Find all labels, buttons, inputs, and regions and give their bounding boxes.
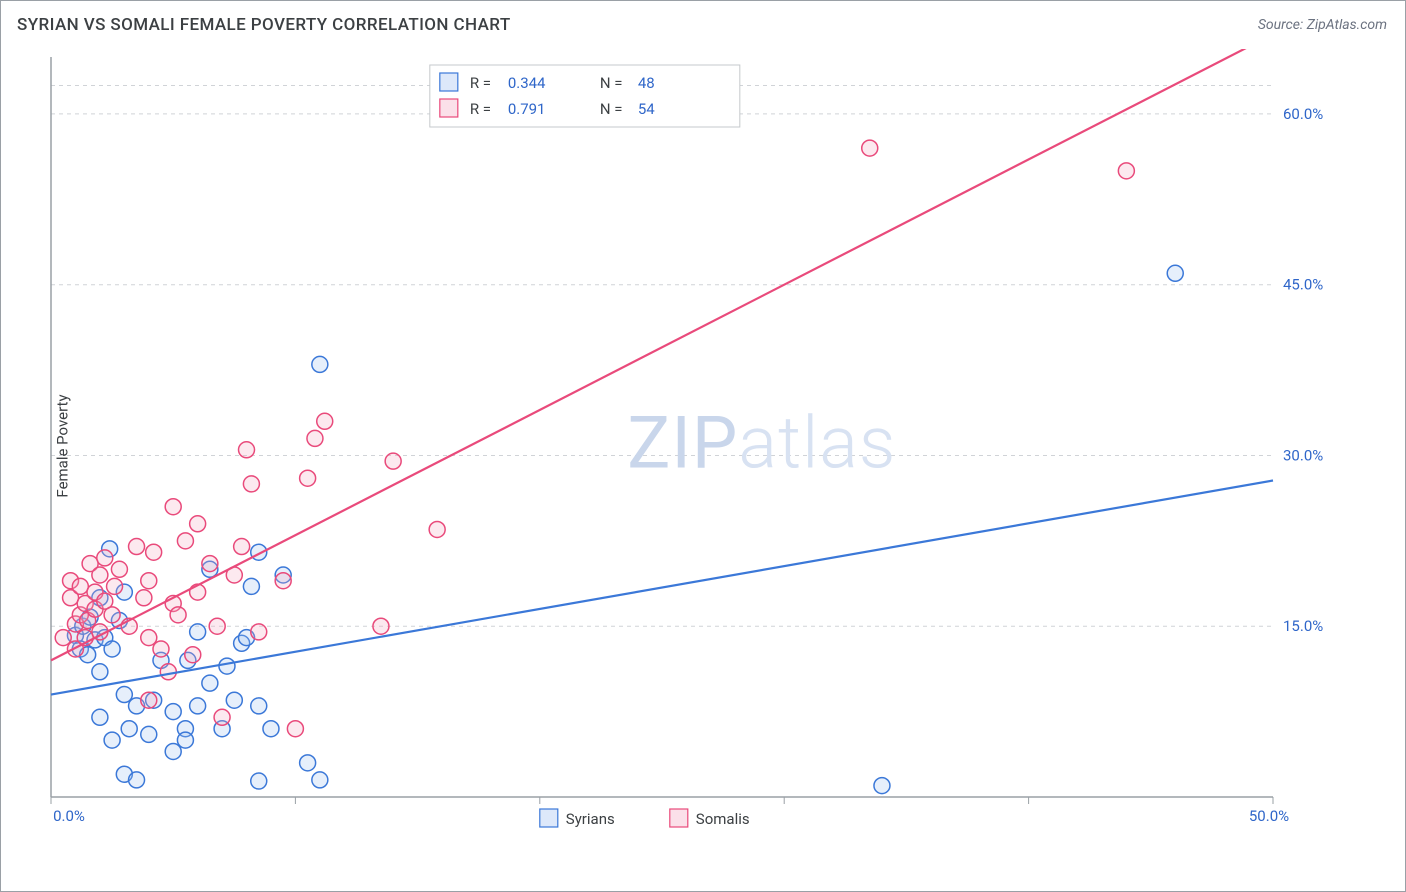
legend-n-value: 54 — [638, 100, 655, 118]
legend-series-label: Syrians — [566, 810, 615, 828]
scatter-point — [55, 630, 71, 646]
scatter-point — [251, 624, 267, 640]
scatter-point — [226, 692, 242, 708]
chart-title: SYRIAN VS SOMALI FEMALE POVERTY CORRELAT… — [17, 15, 511, 35]
legend-r-label: R = — [470, 74, 491, 92]
scatter-point — [429, 521, 445, 537]
scatter-point — [97, 550, 113, 566]
scatter-point — [165, 499, 181, 515]
scatter-point — [874, 778, 890, 794]
svg-text:50.0%: 50.0% — [1249, 807, 1289, 825]
scatter-point — [92, 664, 108, 680]
legend-r-value: 0.791 — [508, 100, 546, 118]
scatter-point — [141, 726, 157, 742]
scatter-point — [129, 539, 145, 555]
legend-n-value: 48 — [638, 74, 655, 92]
scatter-point — [107, 578, 123, 594]
scatter-point — [177, 533, 193, 549]
scatter-point — [92, 709, 108, 725]
plot-area: ZIPatlas 0.0% 50.0% 15.0% 30.0% 45.0% 60.0% R =… — [49, 49, 1345, 839]
scatter-point — [251, 773, 267, 789]
scatter-point — [121, 721, 137, 737]
legend-series-label: Somalis — [696, 810, 750, 828]
scatter-point — [104, 732, 120, 748]
scatter-point — [153, 641, 169, 657]
svg-text:30.0%: 30.0% — [1283, 446, 1323, 464]
scatter-point — [141, 692, 157, 708]
scatter-point — [862, 140, 878, 156]
chart-container: SYRIAN VS SOMALI FEMALE POVERTY CORRELAT… — [0, 0, 1406, 892]
scatter-point — [373, 618, 389, 634]
scatter-point — [300, 470, 316, 486]
scatter-point — [170, 607, 186, 623]
scatter-point — [312, 772, 328, 788]
legend-swatch-icon — [540, 809, 558, 827]
legend-swatch-icon — [440, 73, 458, 91]
scatter-point — [136, 590, 152, 606]
scatter-point — [190, 516, 206, 532]
scatter-point — [287, 721, 303, 737]
scatter-point — [141, 630, 157, 646]
svg-text:15.0%: 15.0% — [1283, 617, 1323, 635]
legend-r-value: 0.344 — [508, 74, 546, 92]
scatter-point — [129, 772, 145, 788]
scatter-point — [165, 704, 181, 720]
legend-swatch-icon — [440, 99, 458, 117]
scatter-point — [104, 641, 120, 657]
scatter-point — [185, 647, 201, 663]
scatter-point — [209, 618, 225, 634]
scatter-point — [239, 442, 255, 458]
scatter-point — [190, 624, 206, 640]
scatter-point — [243, 476, 259, 492]
trendline — [51, 481, 1273, 695]
scatter-point — [219, 658, 235, 674]
scatter-point — [385, 453, 401, 469]
scatter-point — [104, 607, 120, 623]
scatter-point — [190, 698, 206, 714]
scatter-point — [312, 356, 328, 372]
scatter-point — [263, 721, 279, 737]
scatter-point — [1118, 163, 1134, 179]
scatter-point — [300, 755, 316, 771]
scatter-point — [165, 743, 181, 759]
scatter-point — [116, 687, 132, 703]
scatter-point — [214, 709, 230, 725]
scatter-point — [317, 413, 333, 429]
scatter-point — [146, 544, 162, 560]
legend-r-label: R = — [470, 100, 491, 118]
svg-text:0.0%: 0.0% — [53, 807, 85, 825]
svg-text:45.0%: 45.0% — [1283, 276, 1323, 294]
scatter-point — [160, 664, 176, 680]
scatter-point — [275, 573, 291, 589]
scatter-point — [307, 430, 323, 446]
scatter-point — [72, 578, 88, 594]
scatter-point — [243, 578, 259, 594]
svg-text:ZIPatlas: ZIPatlas — [627, 401, 896, 486]
scatter-point — [111, 561, 127, 577]
scatter-point — [234, 539, 250, 555]
svg-text:60.0%: 60.0% — [1283, 105, 1323, 123]
chart-svg: ZIPatlas 0.0% 50.0% 15.0% 30.0% 45.0% 60.0% R =… — [49, 49, 1345, 839]
scatter-point — [141, 573, 157, 589]
source-attribution: Source: ZipAtlas.com — [1258, 17, 1387, 33]
scatter-point — [177, 732, 193, 748]
legend-n-label: N = — [600, 100, 623, 118]
legend-swatch-icon — [670, 809, 688, 827]
legend-n-label: N = — [600, 74, 623, 92]
scatter-point — [92, 567, 108, 583]
scatter-point — [1167, 265, 1183, 281]
scatter-point — [251, 698, 267, 714]
scatter-point — [202, 556, 218, 572]
scatter-point — [202, 675, 218, 691]
